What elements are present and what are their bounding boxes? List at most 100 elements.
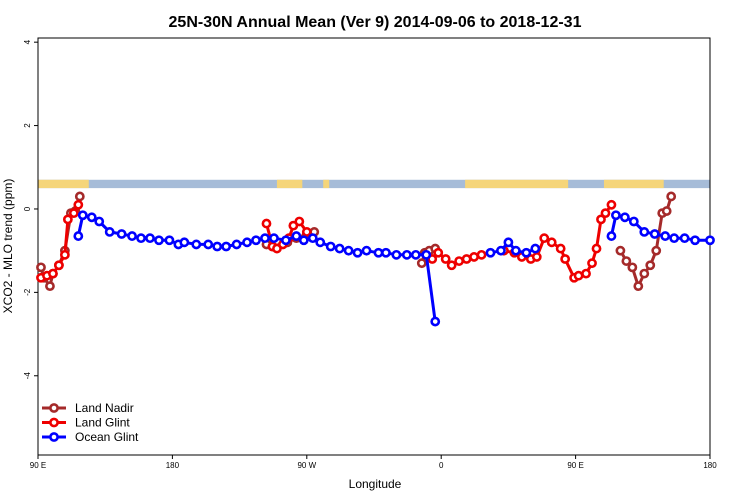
- series-ocean-glint: [73, 210, 715, 327]
- data-point-land-nadir: [621, 256, 632, 266]
- data-point-ocean-glint: [421, 249, 432, 260]
- data-point-ocean-glint: [145, 233, 155, 244]
- data-point-ocean-glint: [410, 249, 421, 260]
- data-point-ocean-glint: [496, 245, 506, 256]
- legend-swatch-marker: [49, 432, 59, 442]
- data-point-ocean-glint: [611, 210, 621, 221]
- x-axis: 90 E 180 90 W 0 90 E 180: [30, 455, 717, 470]
- data-point-ocean-glint: [530, 243, 541, 254]
- land-strip-segment: [276, 179, 303, 189]
- legend-item-ocean-glint: Ocean Glint: [42, 430, 139, 444]
- data-point-ocean-glint: [280, 235, 291, 246]
- data-point-ocean-glint: [154, 235, 164, 246]
- land-strip-segment: [603, 179, 664, 189]
- x-axis-label: Longitude: [349, 477, 402, 491]
- legend-label: Ocean Glint: [75, 430, 139, 444]
- data-point-ocean-glint: [242, 237, 252, 248]
- data-point-ocean-glint: [639, 227, 650, 237]
- data-point-ocean-glint: [628, 216, 639, 227]
- data-point-land-nadir: [661, 206, 672, 216]
- data-point-ocean-glint: [381, 247, 391, 258]
- data-point-land-nadir: [615, 245, 626, 256]
- data-point-land-glint: [433, 247, 444, 258]
- y-tick-label: 0: [23, 206, 32, 211]
- data-point-ocean-glint: [269, 233, 279, 244]
- data-point-ocean-glint: [291, 231, 302, 241]
- data-point-ocean-glint: [325, 241, 336, 252]
- data-point-land-glint: [560, 254, 571, 264]
- land-strip-segment: [38, 179, 89, 189]
- data-point-land-glint: [596, 214, 606, 225]
- legend-swatch-marker: [49, 417, 59, 428]
- land-strip-segment: [323, 179, 330, 189]
- data-point-ocean-glint: [690, 235, 700, 246]
- data-point-land-glint: [68, 208, 79, 219]
- data-point-ocean-glint: [361, 245, 372, 256]
- data-point-land-nadir: [416, 258, 427, 269]
- data-point-ocean-glint: [73, 231, 84, 241]
- data-point-land-nadir: [645, 260, 656, 271]
- data-point-ocean-glint: [521, 247, 532, 258]
- legend-item-land-glint: Land Glint: [42, 416, 130, 430]
- data-point-land-nadir: [633, 281, 644, 292]
- legend-swatch-marker: [49, 403, 59, 413]
- data-point-ocean-glint: [77, 210, 88, 221]
- data-point-ocean-glint: [401, 249, 412, 260]
- series-land-glint: [36, 199, 617, 283]
- data-point-ocean-glint: [619, 212, 630, 223]
- data-point-ocean-glint: [485, 247, 496, 258]
- legend-item-land-nadir: Land Nadir: [42, 401, 134, 415]
- x-tick-label: 180: [703, 461, 717, 470]
- data-point-ocean-glint: [503, 237, 514, 248]
- data-point-land-nadir: [639, 268, 650, 279]
- legend-label: Land Nadir: [75, 401, 134, 415]
- data-point-ocean-glint: [136, 233, 146, 244]
- x-tick-label: 90 E: [567, 461, 583, 470]
- data-point-ocean-glint: [352, 247, 363, 258]
- data-point-land-glint: [454, 256, 465, 266]
- data-point-ocean-glint: [334, 243, 345, 254]
- series-layer: [36, 191, 715, 327]
- data-point-ocean-glint: [679, 233, 690, 244]
- data-point-land-glint: [261, 218, 272, 229]
- y-tick-label: 4: [23, 39, 32, 44]
- data-point-ocean-glint: [315, 237, 326, 248]
- x-tick-label: 90 E: [30, 461, 46, 470]
- data-point-land-nadir: [627, 262, 638, 273]
- plot-frame: [37, 37, 711, 456]
- data-point-ocean-glint: [94, 216, 105, 227]
- data-point-ocean-glint: [212, 241, 223, 252]
- y-axis: 4 2 0 -2 -4: [23, 39, 38, 379]
- data-point-ocean-glint: [203, 239, 214, 250]
- data-point-ocean-glint: [669, 233, 680, 244]
- data-point-ocean-glint: [104, 227, 115, 237]
- data-point-land-glint: [48, 268, 58, 279]
- data-point-ocean-glint: [116, 229, 127, 239]
- data-point-ocean-glint: [164, 235, 175, 246]
- data-point-land-glint: [546, 237, 557, 248]
- data-point-land-nadir: [36, 262, 46, 273]
- data-point-land-glint: [476, 249, 487, 260]
- y-tick-label: -2: [23, 288, 32, 296]
- data-point-ocean-glint: [221, 241, 232, 252]
- data-point-land-glint: [469, 252, 479, 262]
- series-line-land-glint: [503, 203, 613, 280]
- y-axis-label: XCO2 - MLO trend (ppm): [1, 179, 15, 314]
- series-line-ocean-glint: [76, 213, 437, 322]
- data-point-ocean-glint: [260, 233, 270, 244]
- data-point-ocean-glint: [430, 316, 441, 327]
- data-point-ocean-glint: [179, 237, 190, 248]
- x-tick-label: 90 W: [297, 461, 316, 470]
- data-point-land-glint: [581, 268, 591, 279]
- data-point-land-glint: [531, 252, 542, 262]
- data-point-ocean-glint: [127, 231, 137, 241]
- data-point-ocean-glint: [649, 229, 660, 239]
- data-point-land-glint: [461, 254, 472, 264]
- data-point-land-glint: [600, 208, 611, 219]
- data-point-ocean-glint: [606, 231, 617, 241]
- data-point-ocean-glint: [86, 212, 97, 223]
- y-tick-label: -4: [23, 372, 32, 380]
- ocean-strip: [38, 179, 710, 189]
